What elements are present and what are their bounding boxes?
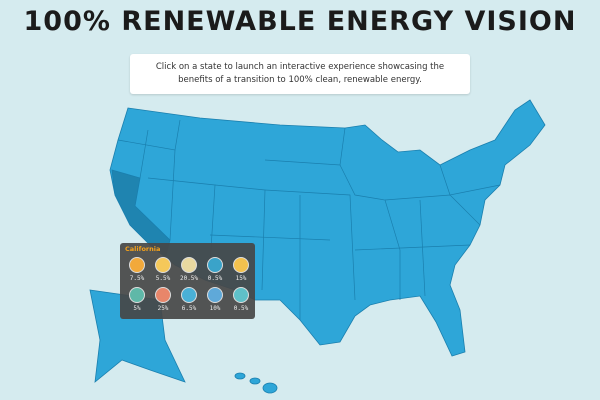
energy-icon — [155, 257, 171, 273]
hawaii[interactable] — [249, 377, 261, 385]
energy-item: 25% — [150, 287, 176, 312]
tooltip-state: California — [125, 245, 161, 253]
energy-share: 15% — [235, 275, 247, 282]
energy-icon — [233, 287, 249, 303]
energy-item: 20.5% — [176, 257, 202, 282]
state-borders — [264, 189, 356, 301]
energy-share: 5% — [133, 305, 141, 312]
energy-item: 10% — [202, 287, 228, 312]
energy-share: 0.5% — [207, 275, 223, 282]
state-borders — [419, 199, 426, 297]
energy-item: 0.5% — [202, 257, 228, 282]
energy-share: 20.5% — [179, 275, 199, 282]
energy-item: 0.5% — [228, 287, 254, 312]
energy-icon — [181, 287, 197, 303]
energy-icon — [207, 287, 223, 303]
energy-item: 6.5% — [176, 287, 202, 312]
page-title: 100% RENEWABLE ENERGY VISION — [23, 6, 577, 37]
energy-icon — [129, 287, 145, 303]
energy-item: 7.5% — [124, 257, 150, 282]
state-borders — [354, 244, 471, 251]
energy-icon — [155, 287, 171, 303]
state-borders — [139, 129, 149, 179]
state-borders — [439, 164, 501, 196]
energy-icon — [207, 257, 223, 273]
instruction-line: benefits of a transition to 100% clean, … — [178, 75, 422, 85]
hawaii[interactable] — [262, 382, 278, 394]
energy-share: 10% — [209, 305, 221, 312]
energy-icon — [233, 257, 249, 273]
energy-icon — [129, 257, 145, 273]
energy-share: 5.5% — [155, 275, 171, 282]
energy-item: 15% — [228, 257, 254, 282]
energy-share: 0.5% — [233, 305, 249, 312]
energy-share: 25% — [157, 305, 169, 312]
state-borders — [209, 234, 331, 241]
energy-share: 7.5% — [129, 275, 145, 282]
instruction-box: Click on a state to launch an interactiv… — [130, 54, 470, 94]
hawaii[interactable] — [234, 372, 246, 380]
energy-share: 6.5% — [181, 305, 197, 312]
state-tooltip: California 7.5% 5.5% 20.5% 0.5% 15% 5% 25% 6.5%… — [120, 243, 255, 319]
energy-item: 5% — [124, 287, 150, 312]
energy-icon — [181, 257, 197, 273]
instruction-line: Click on a state to launch an interactiv… — [155, 62, 445, 72]
energy-item: 5.5% — [150, 257, 176, 282]
state-borders — [169, 149, 176, 241]
